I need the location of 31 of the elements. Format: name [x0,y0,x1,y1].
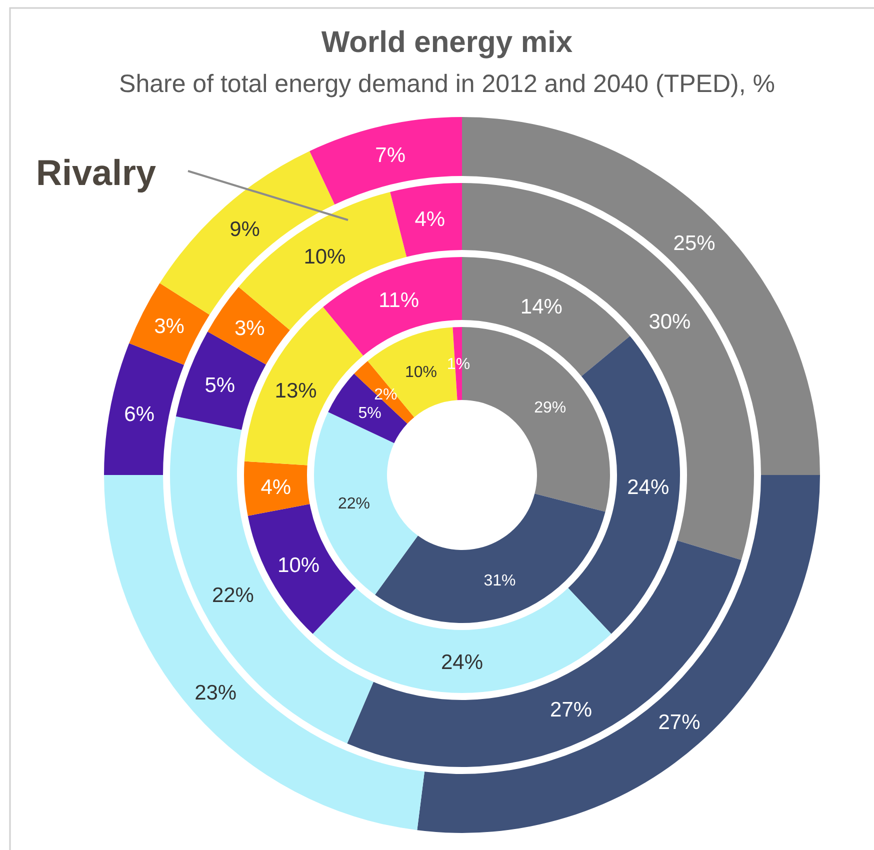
data-label: 25% [673,232,716,256]
data-label: 6% [124,402,154,426]
text: Rivalry [36,152,156,193]
data-label: 13% [274,380,317,403]
chart-title: World energy mix [321,26,573,59]
data-label: 4% [414,208,446,231]
data-label: 27% [658,710,700,734]
data-label: 5% [358,404,382,422]
data-label: 11% [378,288,420,312]
data-label: 27% [550,698,592,722]
data-label: 30% [648,310,691,334]
data-label: 4% [260,476,292,500]
data-label: 7% [375,144,406,167]
data-label: 3% [234,316,265,340]
data-label: 24% [627,476,670,500]
data-label: 29% [534,399,566,416]
data-label: 10% [404,364,437,381]
data-label: 22% [212,584,254,608]
data-label: 23% [194,682,237,705]
data-label: 9% [230,218,260,241]
data-label: 14% [520,296,562,319]
data-label: 24% [440,650,484,674]
data-label: 1% [446,356,470,374]
chart-subtitle: Share of total energy demand in 2012 and 2040 (TPED), % [119,70,775,98]
data-label: 22% [338,495,370,512]
data-label: 10% [278,554,320,578]
data-label: 2% [374,386,398,404]
data-label: 10% [304,245,346,268]
data-label: 3% [154,315,184,338]
data-label: 31% [484,572,516,590]
data-label: 5% [204,374,236,397]
